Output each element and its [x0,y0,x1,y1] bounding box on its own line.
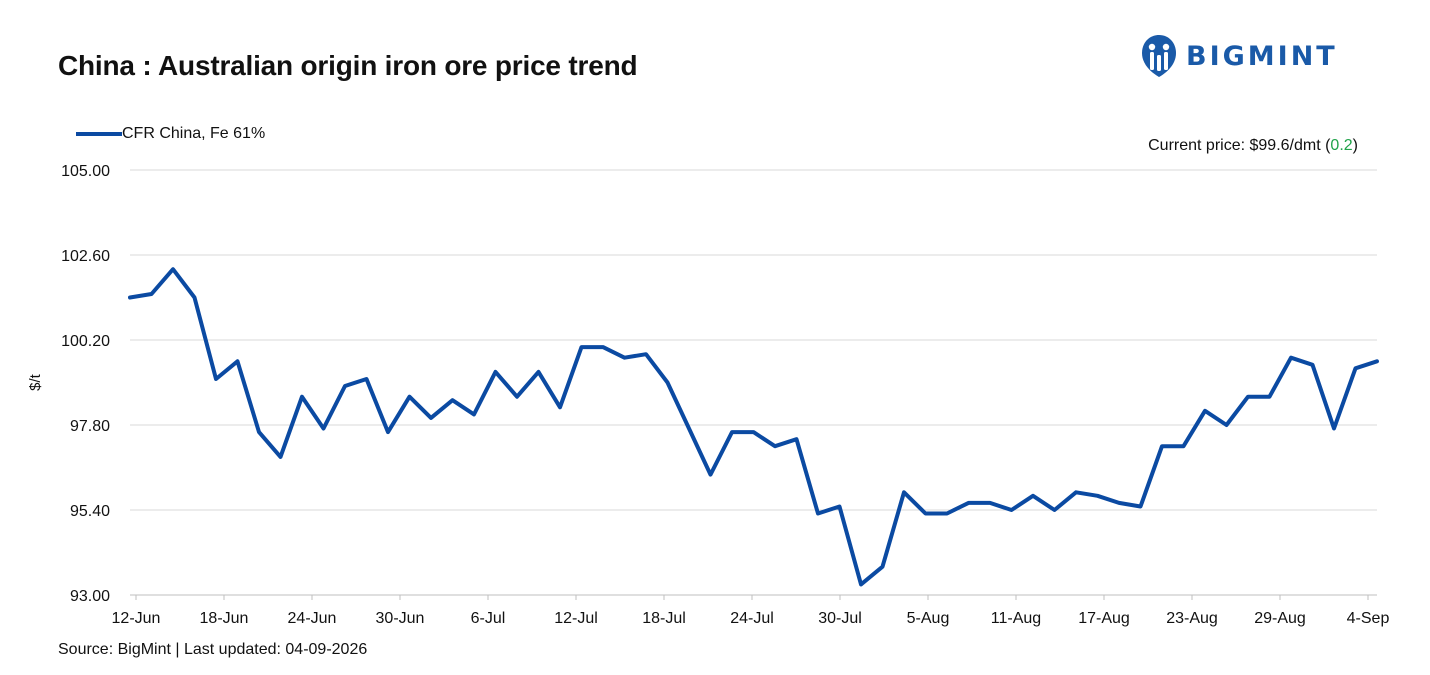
y-tick-label: 102.60 [61,248,110,265]
y-tick-label: 100.20 [61,333,110,350]
bigmint-logo-icon [1142,35,1176,77]
x-tick-label: 6-Jul [471,610,506,627]
x-tick-label: 4-Sep [1347,610,1390,627]
x-tick-label: 30-Jun [376,610,425,627]
x-tick-label: 30-Jul [818,610,862,627]
current-price: Current price: $99.6/dmt (0.2) [1148,137,1358,155]
x-tick-label: 12-Jul [554,610,598,627]
x-tick-label: 24-Jul [730,610,774,627]
x-tick-label: 23-Aug [1166,610,1218,627]
y-axis-label: $/t [27,373,44,391]
y-tick-label: 105.00 [61,163,110,180]
price-change: 0.2 [1330,137,1353,154]
brand-name: BIGMINT [1186,40,1338,72]
brand-logo: BIGMINT [1140,32,1338,80]
current-price-suffix: ) [1352,137,1358,154]
chart-title: China : Australian origin iron ore price… [58,50,638,81]
x-tick-label: 29-Aug [1254,610,1306,627]
y-tick-label: 93.00 [70,588,110,605]
series-line [128,267,1379,587]
current-price-text: Current price: $99.6/dmt ( [1148,137,1331,154]
x-tick-label: 5-Aug [907,610,950,627]
x-tick-label: 12-Jun [112,610,161,627]
x-tick-label: 18-Jun [200,610,249,627]
x-tick-label: 17-Aug [1078,610,1130,627]
source-note: Source: BigMint | Last updated: 04-09-20… [58,641,368,658]
chart-legend: CFR China, Fe 61% [76,125,265,143]
legend-label: CFR China, Fe 61% [122,125,266,142]
y-tick-label: 97.80 [70,418,110,435]
x-tick-label: 18-Jul [642,610,686,627]
legend-line-swatch [76,132,122,136]
x-tick-label: 11-Aug [991,610,1041,627]
x-tick-label: 24-Jun [288,610,337,627]
y-tick-label: 95.40 [70,503,110,520]
